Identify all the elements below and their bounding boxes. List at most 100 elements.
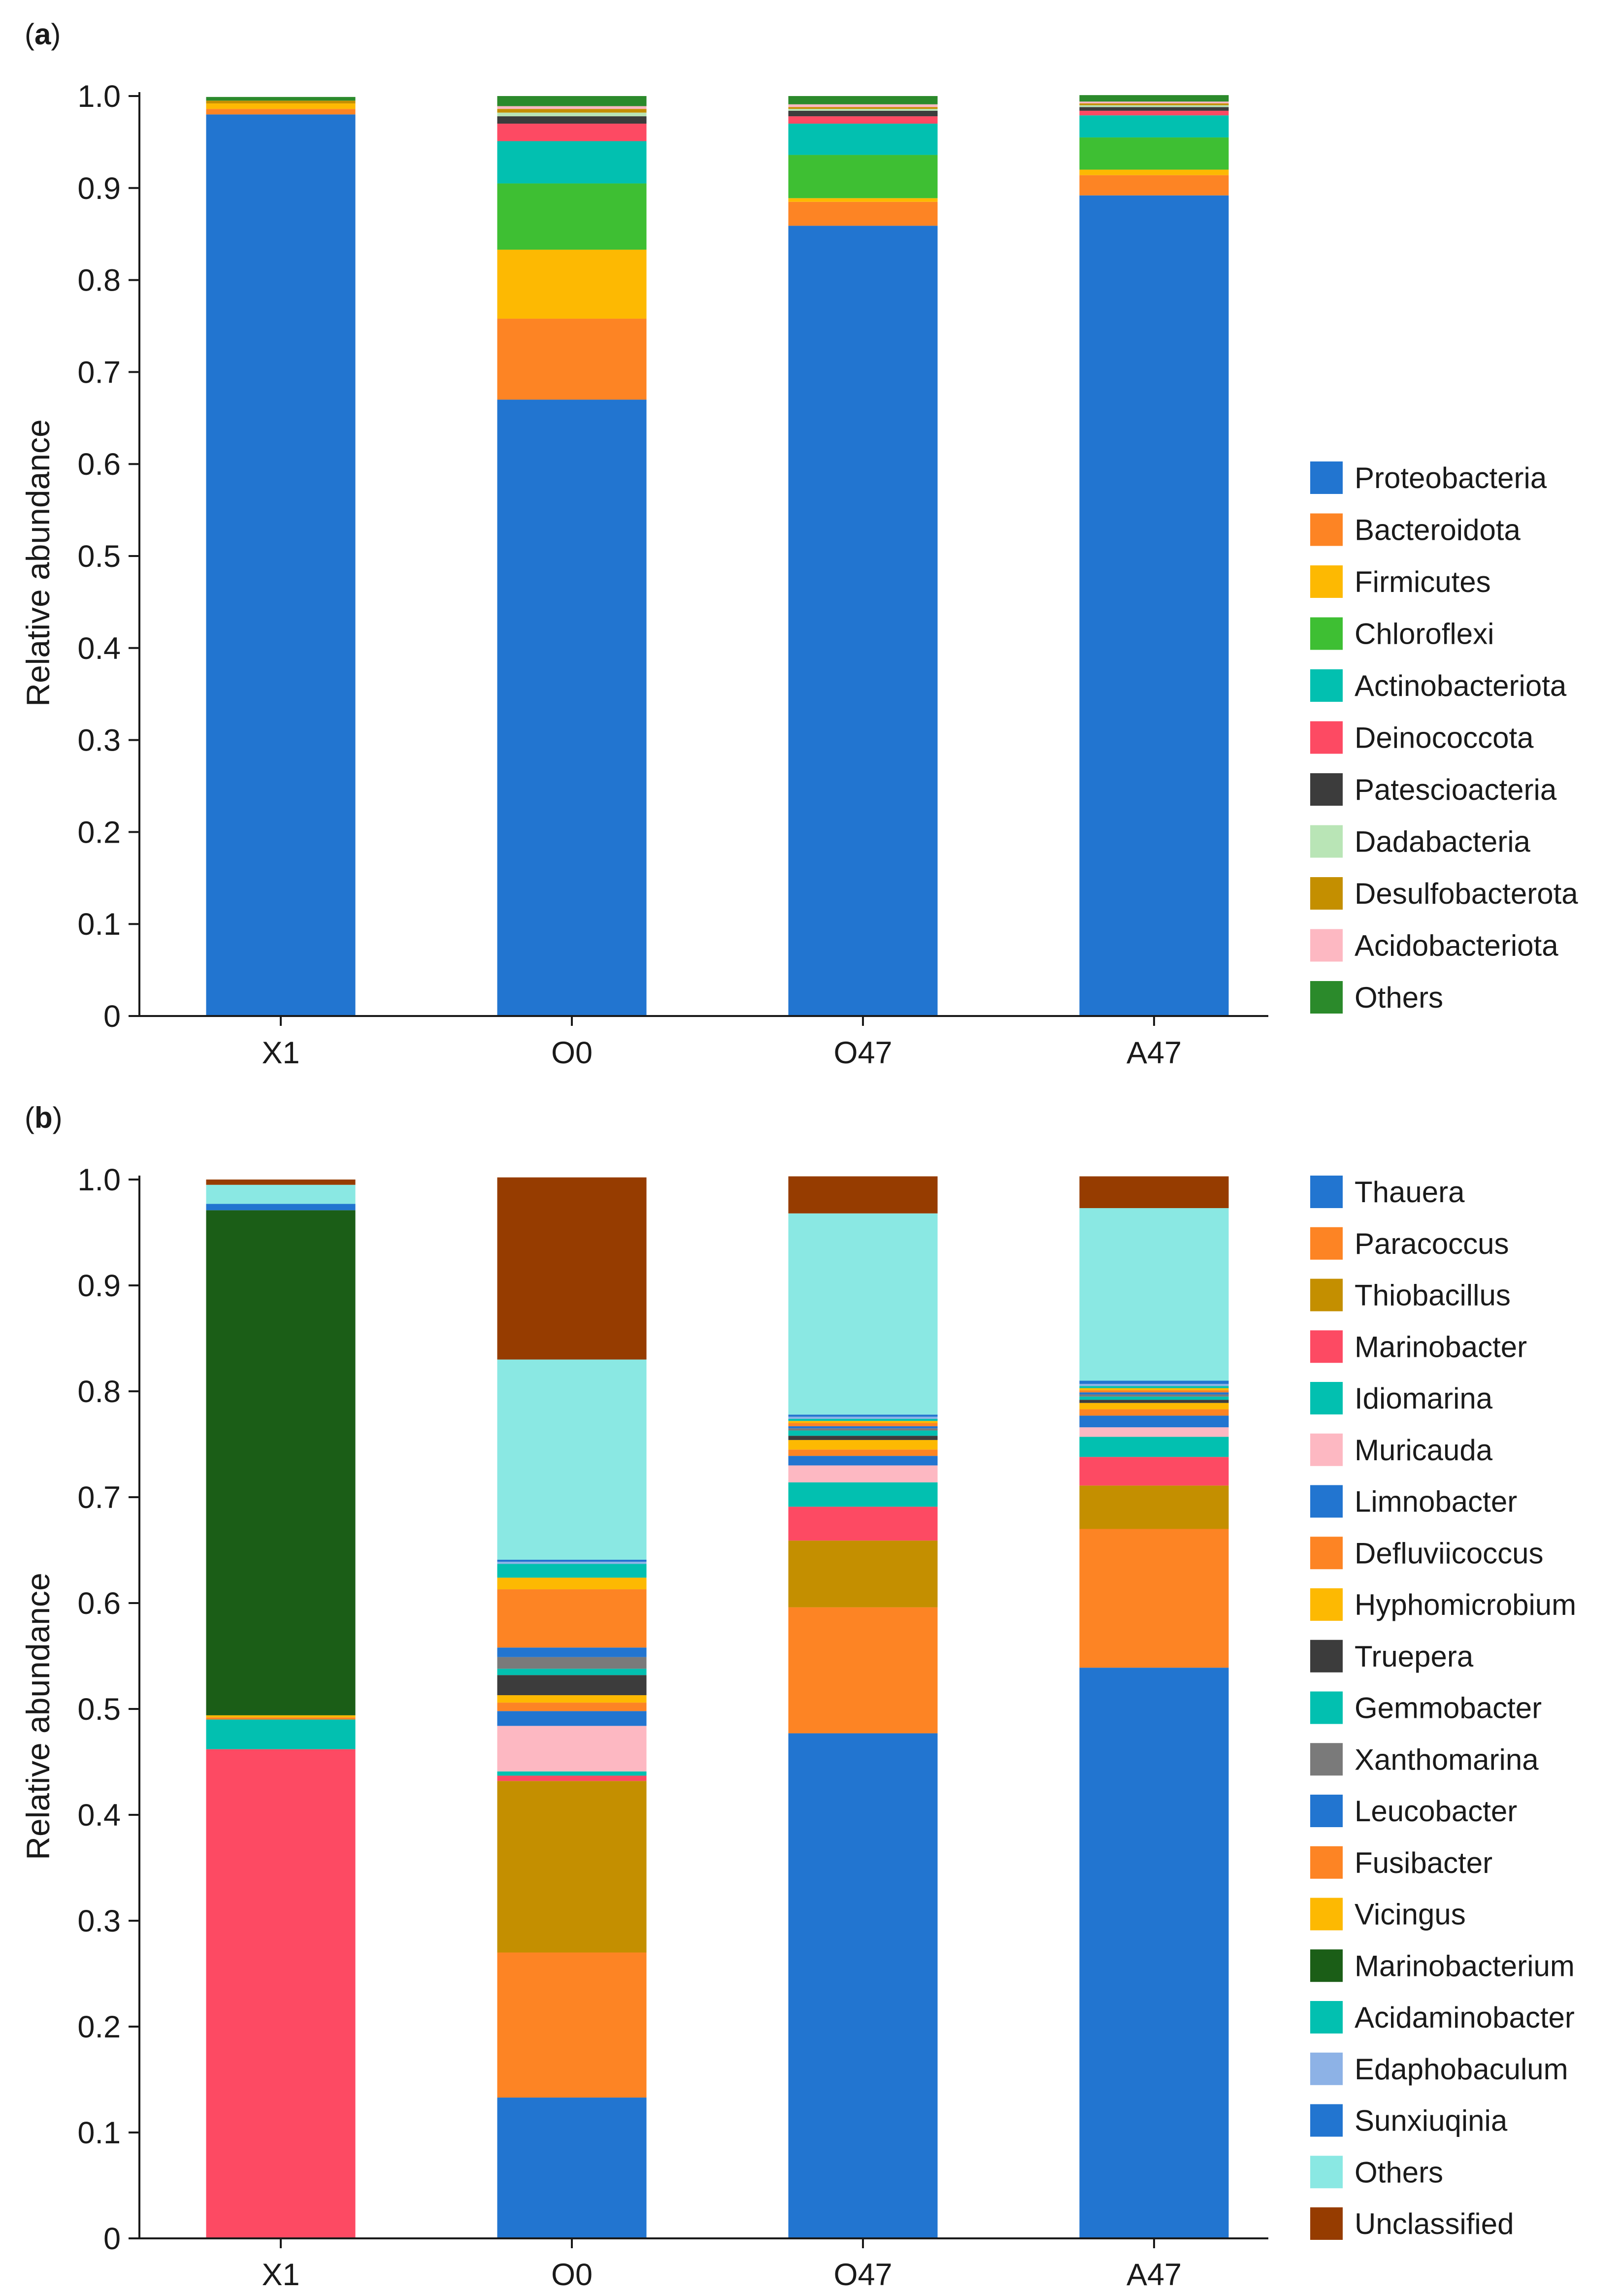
panel-b-bar-segment-a47-truepera xyxy=(1079,1400,1229,1403)
panel-b-y-tick-label: 0.1 xyxy=(77,2116,121,2150)
panel-b-y-tick-label: 0.6 xyxy=(77,1586,121,1621)
panel-a-legend-item: Actinobacteriota xyxy=(1310,669,1567,702)
panel-b-bar-segment-o47-xanthomarina xyxy=(788,1428,938,1431)
panel-a-bar-segment-o47-patescioacteria xyxy=(788,110,938,117)
panel-b-x-tick-label-o47: O47 xyxy=(833,2258,892,2292)
panel-a-bar-segment-o47-actinobacteriota xyxy=(788,124,938,155)
panel-b-bar-segment-a47-gemmobacter xyxy=(1079,1396,1229,1400)
panel-b-letter: b xyxy=(34,1101,53,1134)
panel-b-legend-swatch xyxy=(1310,1176,1343,1208)
panel-b-legend-label: Defluviicoccus xyxy=(1355,1537,1543,1570)
panel-a-legend-item: Deinococcota xyxy=(1310,721,1534,754)
panel-b-legend-item: Hyphomicrobium xyxy=(1310,1588,1576,1621)
panel-b-legend-item: Marinobacterium xyxy=(1310,1949,1575,1982)
panel-a-y-tick-label: 0.1 xyxy=(77,907,121,942)
panel-b-bar-segment-x1-others xyxy=(206,1184,356,1204)
panel-b-bar-segment-o0-sunxiuqinia xyxy=(497,1559,647,1562)
panel-b-legend-item: Edaphobaculum xyxy=(1310,2052,1568,2086)
panel-a-legend: Proteobacteria Bacteroidota Firmicutes Chlo… xyxy=(1310,461,1578,1014)
panel-a-bar-segment-a47-bacteroidota xyxy=(1079,175,1229,196)
panel-a-legend-swatch xyxy=(1310,877,1343,910)
panel-a-legend-item: Firmicutes xyxy=(1310,565,1491,598)
panel-a-legend-label: Actinobacteriota xyxy=(1355,669,1567,702)
panel-b-bar-segment-x1-marinobacter xyxy=(206,1749,356,2238)
panel-a-bar-segment-o47-firmicutes xyxy=(788,198,938,202)
panel-a-y-tick-label: 0.9 xyxy=(77,171,121,206)
panel-b-legend-swatch xyxy=(1310,1898,1343,1931)
panel-a-bar-segment-a47-acidobacteriota xyxy=(1079,101,1229,103)
panel-b-bar-segment-o47-others xyxy=(788,1213,938,1415)
panel-b-bar-segment-a47-others xyxy=(1079,1208,1229,1381)
panel-b-legend-label: Hyphomicrobium xyxy=(1355,1588,1576,1621)
panel-a-legend-swatch xyxy=(1310,669,1343,702)
panel-a-legend-item: Chloroflexi xyxy=(1310,617,1494,651)
panel-b-bar-segment-o0-marinobacter xyxy=(497,1775,647,1781)
panel-a-bar-segment-x1-others xyxy=(206,97,356,101)
panel-b-bar-segment-a47-fusibacter xyxy=(1079,1390,1229,1393)
panel-b-bar-segment-a47-unclassified xyxy=(1079,1176,1229,1209)
panel-a-bar-segment-o47-others xyxy=(788,96,938,104)
panel-a-legend-label: Chloroflexi xyxy=(1355,618,1494,651)
panel-a-bar-segment-o0-chloroflexi xyxy=(497,183,647,250)
panel-a-legend-label: Deinococcota xyxy=(1355,722,1534,754)
panel-a-legend-item: Desulfobacterota xyxy=(1310,877,1578,910)
panel-b-label: (b) xyxy=(25,1101,63,1134)
panel-b-y-tick-label: 0.5 xyxy=(77,1692,121,1727)
panel-b-legend-swatch xyxy=(1310,2156,1343,2189)
panel-b-legend-label: Vicingus xyxy=(1355,1898,1466,1931)
panel-b-open-paren: ( xyxy=(25,1101,34,1134)
panel-b-bar-segment-o47-fusibacter xyxy=(788,1423,938,1426)
panel-b-legend-item: Thauera xyxy=(1310,1176,1465,1209)
panel-a-bar-segment-a47-dadabacteria xyxy=(1079,105,1229,107)
panel-b-legend-swatch xyxy=(1310,2001,1343,2034)
panel-b-bar-segment-o0-edaphobaculum xyxy=(497,1562,647,1564)
panel-b-legend-label: Fusibacter xyxy=(1355,1846,1492,1879)
panel-b-y-axis-label: Relative abundance xyxy=(20,1573,56,1860)
panel-a-bar-segment-o0-bacteroidota xyxy=(497,319,647,400)
panel-b-legend-swatch xyxy=(1310,1485,1343,1518)
panel-b-legend-swatch xyxy=(1310,1330,1343,1363)
panel-b-bar-segment-a47-defluviicoccus xyxy=(1079,1409,1229,1416)
panel-a-bar-segment-o47-chloroflexi xyxy=(788,155,938,198)
panel-b-legend-label: Muricauda xyxy=(1355,1434,1493,1467)
panel-a-x-tick-label-o47: O47 xyxy=(833,1036,892,1070)
panel-a-legend-swatch xyxy=(1310,773,1343,806)
panel-b: (b) Relative abundance 00.10.20.30.40.50… xyxy=(20,1101,1576,2292)
panel-b-legend-item: Vicingus xyxy=(1310,1898,1466,1931)
panel-b-legend-swatch xyxy=(1310,1279,1343,1312)
panel-b-bar-segment-o47-thauera xyxy=(788,1733,938,2238)
panel-b-bar-segment-o47-edaphobaculum xyxy=(788,1416,938,1419)
panel-b-legend-item: Acidaminobacter xyxy=(1310,2001,1575,2034)
panel-b-legend-swatch xyxy=(1310,1949,1343,1982)
panel-a-legend-item: Dadabacteria xyxy=(1310,825,1531,858)
panel-b-bar-segment-o47-muricauda xyxy=(788,1465,938,1482)
panel-b-bar-segment-o47-gemmobacter xyxy=(788,1430,938,1436)
panel-b-y-tick-label: 0.2 xyxy=(77,2010,121,2044)
panel-a-bar-segment-o47-deinococcota xyxy=(788,116,938,124)
panel-a-bar-segment-a47-actinobacteriota xyxy=(1079,115,1229,138)
panel-a-bar-segment-o47-dadabacteria xyxy=(788,109,938,111)
panel-b-bar-segment-a47-sunxiuqinia xyxy=(1079,1380,1229,1384)
panel-a-bar-segment-a47-patescioacteria xyxy=(1079,107,1229,111)
panel-b-bar-segment-o0-paracoccus xyxy=(497,1952,647,2098)
panel-b-bar-segment-o0-others xyxy=(497,1359,647,1560)
panel-b-legend-label: Idiomarina xyxy=(1355,1382,1493,1415)
panel-b-bar-segment-a47-thiobacillus xyxy=(1079,1485,1229,1529)
panel-b-bar-segment-a47-marinobacter xyxy=(1079,1457,1229,1486)
panel-b-bar-segment-o0-acidaminobacter xyxy=(497,1564,647,1578)
panel-b-bar-segment-a47-vicingus xyxy=(1079,1388,1229,1390)
panel-b-bar-segment-a47-idiomarina xyxy=(1079,1437,1229,1457)
panel-b-legend-swatch xyxy=(1310,1433,1343,1466)
panel-b-legend-swatch xyxy=(1310,1640,1343,1673)
panel-a-y-tick-label: 0.2 xyxy=(77,815,121,850)
panel-a-bar-segment-a47-chloroflexi xyxy=(1079,137,1229,170)
panel-b-y-tick-label: 0.8 xyxy=(77,1375,121,1409)
panel-a-legend-label: Others xyxy=(1355,981,1443,1014)
panel-b-x-tick-label-o0: O0 xyxy=(551,2258,593,2292)
panel-b-bar-segment-o47-leucobacter xyxy=(788,1426,938,1429)
panel-a-legend-swatch xyxy=(1310,929,1343,962)
panel-a-bar-segment-o0-patescioacteria xyxy=(497,116,647,124)
panel-b-bar-segment-a47-muricauda xyxy=(1079,1427,1229,1437)
panel-b-bar-segment-a47-acidaminobacter xyxy=(1079,1386,1229,1388)
panel-b-legend-swatch xyxy=(1310,1588,1343,1621)
